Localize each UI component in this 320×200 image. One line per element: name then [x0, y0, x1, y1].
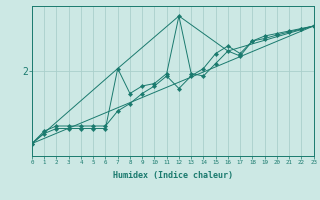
X-axis label: Humidex (Indice chaleur): Humidex (Indice chaleur) — [113, 171, 233, 180]
